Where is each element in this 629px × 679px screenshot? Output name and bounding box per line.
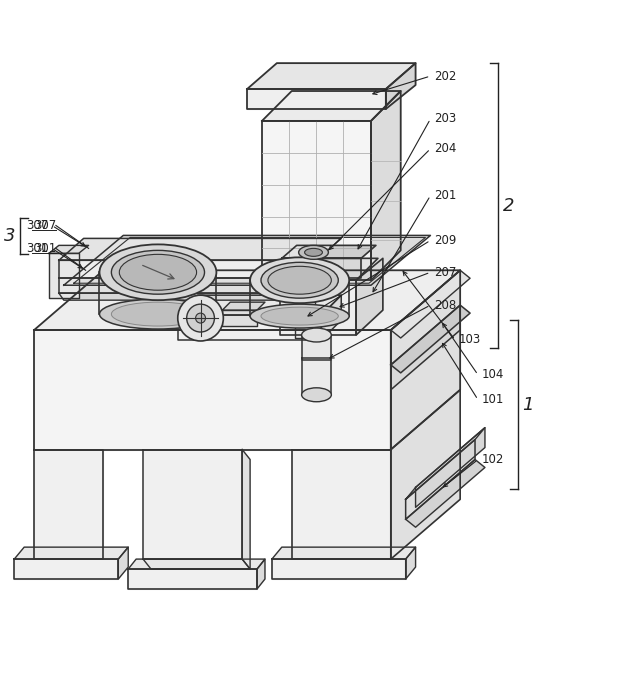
Ellipse shape [250, 257, 349, 303]
Polygon shape [128, 569, 257, 589]
Text: 208: 208 [435, 299, 457, 312]
Polygon shape [14, 547, 128, 559]
Polygon shape [34, 270, 460, 330]
Polygon shape [262, 121, 371, 280]
Text: 104: 104 [482, 368, 504, 382]
Polygon shape [391, 270, 460, 449]
Polygon shape [391, 305, 470, 373]
Polygon shape [280, 258, 378, 280]
Polygon shape [262, 91, 401, 121]
Text: 307: 307 [26, 219, 48, 232]
Polygon shape [247, 63, 416, 89]
Polygon shape [302, 335, 331, 360]
Ellipse shape [111, 251, 204, 294]
Ellipse shape [178, 295, 223, 341]
Polygon shape [406, 439, 475, 519]
Polygon shape [178, 315, 321, 340]
Polygon shape [74, 238, 425, 283]
Text: 204: 204 [435, 143, 457, 155]
Text: 209: 209 [435, 234, 457, 247]
Ellipse shape [299, 245, 328, 259]
Ellipse shape [99, 244, 216, 300]
Polygon shape [49, 253, 79, 298]
Polygon shape [64, 236, 430, 285]
Polygon shape [302, 358, 331, 394]
Ellipse shape [302, 388, 331, 402]
Polygon shape [386, 63, 416, 109]
Polygon shape [282, 258, 361, 278]
Polygon shape [143, 449, 242, 559]
Ellipse shape [196, 313, 206, 323]
Polygon shape [242, 449, 250, 569]
Polygon shape [223, 310, 257, 326]
Polygon shape [391, 390, 460, 559]
Polygon shape [59, 293, 321, 300]
Polygon shape [371, 91, 401, 280]
Polygon shape [406, 460, 485, 527]
Ellipse shape [261, 262, 338, 298]
Text: 103: 103 [459, 333, 481, 346]
Ellipse shape [120, 255, 197, 290]
Text: 1: 1 [523, 396, 534, 414]
Polygon shape [59, 278, 316, 293]
Polygon shape [49, 245, 89, 253]
Text: 207: 207 [435, 265, 457, 279]
Ellipse shape [304, 249, 323, 257]
Polygon shape [406, 428, 485, 499]
Ellipse shape [261, 307, 338, 325]
Polygon shape [294, 278, 314, 338]
Polygon shape [280, 280, 356, 335]
Polygon shape [178, 295, 342, 315]
Polygon shape [59, 238, 342, 260]
Polygon shape [247, 89, 386, 109]
Text: 307: 307 [34, 219, 57, 232]
Text: 301: 301 [34, 242, 57, 255]
Polygon shape [257, 559, 265, 589]
Polygon shape [391, 270, 470, 338]
Polygon shape [321, 295, 342, 340]
Text: 202: 202 [435, 69, 457, 83]
Polygon shape [14, 559, 118, 579]
Polygon shape [272, 547, 416, 559]
Text: 3: 3 [4, 227, 15, 245]
Text: 101: 101 [482, 393, 504, 406]
Polygon shape [272, 559, 406, 579]
Text: 203: 203 [435, 113, 457, 126]
Polygon shape [282, 245, 376, 258]
Ellipse shape [250, 304, 349, 328]
Polygon shape [391, 305, 460, 390]
Polygon shape [143, 559, 250, 569]
Polygon shape [59, 260, 316, 278]
Text: 2: 2 [503, 196, 515, 215]
Ellipse shape [99, 299, 216, 329]
Ellipse shape [302, 328, 331, 342]
Polygon shape [416, 428, 485, 507]
Polygon shape [223, 302, 265, 310]
Polygon shape [118, 547, 128, 579]
Polygon shape [34, 449, 103, 559]
Text: 201: 201 [435, 189, 457, 202]
Polygon shape [356, 258, 383, 335]
Polygon shape [406, 547, 416, 579]
Text: 102: 102 [482, 453, 504, 466]
Ellipse shape [187, 304, 214, 332]
Polygon shape [292, 449, 391, 559]
Text: 301: 301 [26, 242, 48, 255]
Ellipse shape [111, 302, 204, 326]
Polygon shape [34, 330, 391, 449]
Polygon shape [128, 559, 265, 569]
Ellipse shape [268, 266, 331, 294]
